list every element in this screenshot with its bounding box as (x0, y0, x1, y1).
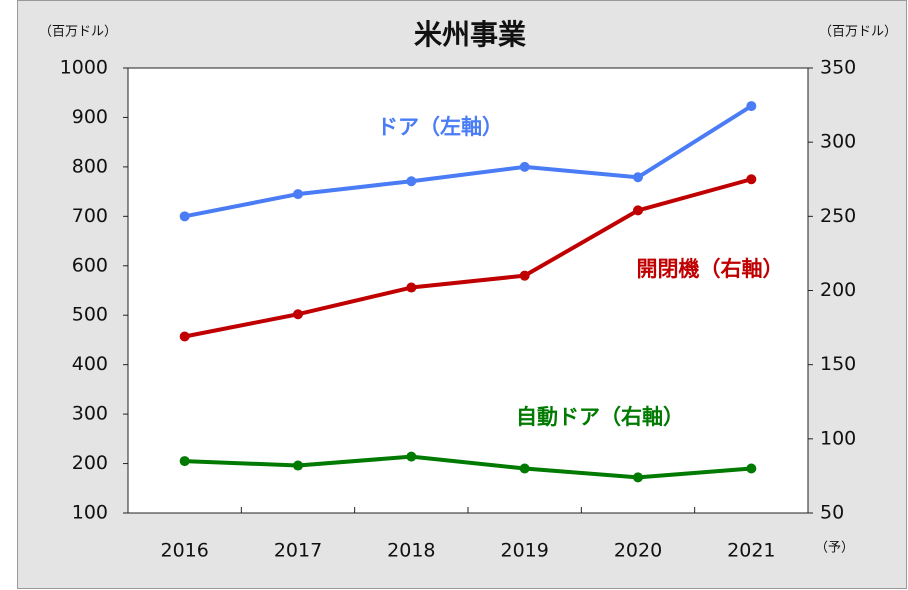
chart-title: 米州事業 (414, 18, 526, 51)
data-point (746, 101, 757, 112)
data-point (633, 472, 643, 483)
y2-tick-label: 350 (820, 57, 856, 79)
y2-tick-label: 250 (820, 205, 856, 227)
x-tick-label: 2020 (614, 540, 662, 562)
y2-tick-label: 50 (820, 502, 844, 524)
series-line (184, 104, 753, 219)
data-point (179, 331, 190, 342)
data-point (406, 451, 417, 462)
data-point (746, 174, 757, 185)
y2-tick-label: 100 (820, 427, 856, 449)
x-tick-label: 2021 (727, 540, 775, 562)
x-tick-label: 2016 (160, 540, 208, 562)
data-point (406, 176, 417, 187)
data-point (633, 172, 643, 183)
series-label: 自動ドア（右軸） (516, 405, 684, 429)
series-label: ドア（左軸） (377, 115, 503, 139)
x-tick-label: 2019 (500, 540, 548, 562)
data-point (519, 463, 530, 474)
y-tick-label: 700 (72, 205, 108, 227)
data-point (293, 460, 303, 471)
data-point (633, 205, 643, 216)
data-point (293, 309, 303, 320)
y2-tick-label: 150 (820, 353, 856, 375)
data-point (179, 211, 190, 222)
data-point (406, 282, 417, 293)
forecast-note: （予） (815, 541, 854, 556)
y-tick-label: 500 (72, 304, 108, 326)
series-line (184, 454, 752, 480)
data-point (746, 463, 757, 474)
y-tick-label: 900 (72, 106, 108, 128)
y-tick-label: 200 (72, 452, 108, 474)
y-tick-label: 400 (72, 353, 108, 375)
y-tick-label: 600 (72, 254, 108, 276)
y-tick-label: 100 (72, 502, 108, 524)
data-point (293, 189, 303, 200)
series-line (184, 177, 752, 339)
y2-tick-label: 300 (820, 131, 856, 153)
y-tick-label: 1000 (60, 57, 108, 79)
y-tick-label: 300 (72, 403, 108, 425)
y-tick-label: 800 (72, 155, 108, 177)
series-label: 開閉機（右軸） (637, 257, 784, 281)
data-point (179, 456, 190, 467)
x-tick-label: 2018 (387, 540, 435, 562)
y2-tick-label: 200 (820, 279, 856, 301)
data-point (519, 270, 530, 281)
y-axis-unit: （百万ドル） (39, 25, 117, 40)
x-tick-label: 2017 (274, 540, 322, 562)
data-point (519, 161, 530, 172)
y2-axis-unit: （百万ドル） (819, 25, 897, 40)
